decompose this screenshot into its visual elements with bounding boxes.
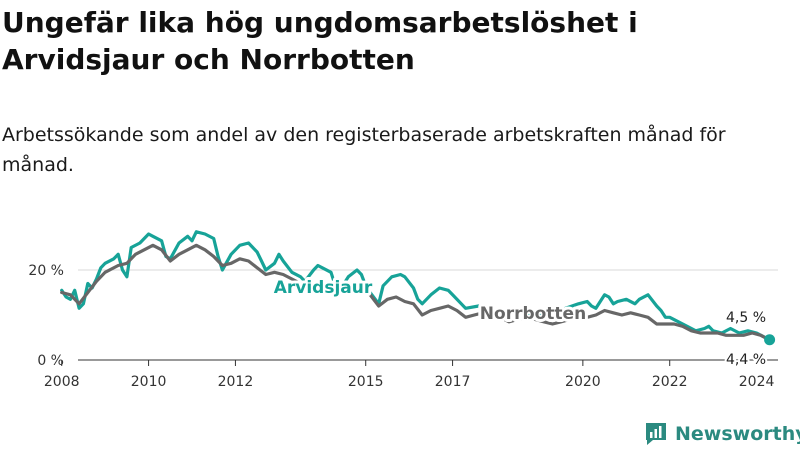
x-tick-label: 2008 (44, 374, 80, 390)
series-label-norrbotten: Norrbotten (480, 304, 586, 324)
end-label-halo: 4,4 % (726, 352, 766, 368)
series-line-arvidsjaur (60, 230, 772, 342)
x-axis: 2008 2010 2012 2015 2017 2020 2022 2024 (44, 359, 778, 390)
y-tick-label: 20 % (28, 263, 64, 279)
gridlines (78, 269, 778, 361)
newsworthy-logo: Newsworthy (644, 419, 800, 449)
x-tick-label: 2012 (218, 374, 254, 390)
chart-subtitle: Arbetssökande som andel av den registerb… (2, 124, 726, 176)
newsworthy-logo-icon (646, 423, 666, 445)
x-tick-label: 2022 (652, 374, 688, 390)
end-value-label-arvidsjaur: 4,5 % (726, 310, 766, 326)
series-label-halo: Norrbotten (480, 304, 586, 324)
end-point-marker (764, 334, 776, 346)
series-layer (60, 230, 772, 342)
brand-name: Newsworthy (675, 423, 800, 445)
series-label-arvidsjaur: Arvidsjaur (274, 278, 373, 298)
x-tick-label: 2017 (435, 374, 471, 390)
x-tick-label: 2010 (131, 374, 167, 390)
x-tick-label: 2024 (739, 374, 775, 390)
x-tick-label: 2020 (565, 374, 601, 390)
series-labels: ArvidsjaurArvidsjaurNorrbottenNorrbotten… (271, 275, 776, 370)
end-label-halo: 4,5 % (726, 310, 766, 326)
series-line-norrbotten (60, 243, 772, 342)
y-axis: 0 % 20 % (28, 263, 64, 369)
chart-title: Ungefär lika hög ungdomsarbetslöshet i A… (2, 6, 638, 76)
x-tick-label: 2015 (348, 374, 384, 390)
y-tick-label: 0 % (37, 353, 64, 369)
end-value-label-norrbotten: 4,4 % (726, 352, 766, 368)
series-label-halo: Arvidsjaur (274, 278, 373, 298)
